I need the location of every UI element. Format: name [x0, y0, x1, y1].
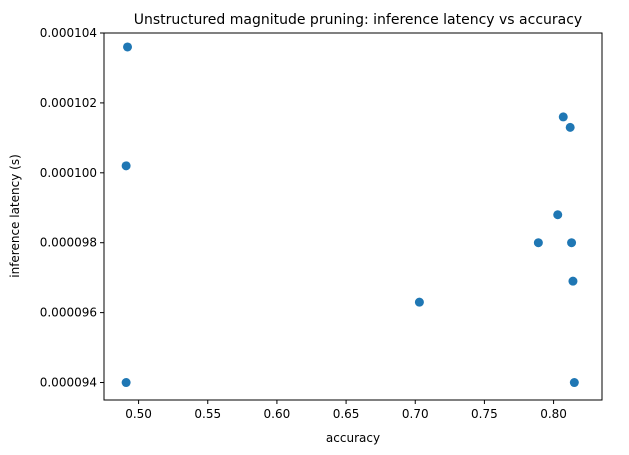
x-tick-label: 0.70: [402, 407, 429, 421]
x-tick-label: 0.55: [194, 407, 221, 421]
y-tick-label: 0.000100: [40, 166, 97, 180]
data-point: [558, 112, 568, 122]
x-tick-label: 0.50: [125, 407, 152, 421]
data-point: [567, 238, 577, 248]
x-axis-label: accuracy: [326, 431, 380, 445]
y-tick-label: 0.000096: [40, 306, 97, 320]
data-point: [414, 297, 424, 307]
data-point: [533, 238, 543, 248]
data-point: [121, 161, 131, 171]
y-axis-label: inference latency (s): [8, 154, 22, 278]
y-tick-label: 0.000098: [40, 236, 97, 250]
x-tick-label: 0.65: [333, 407, 360, 421]
data-point: [568, 276, 578, 286]
data-point: [569, 378, 579, 388]
data-point: [121, 378, 131, 388]
y-axis: 0.000094 0.000096 0.000098 0.000100 0.000102…: [40, 26, 104, 390]
x-tick-label: 0.75: [471, 407, 498, 421]
plot-frame: [103, 32, 603, 401]
data-point: [553, 210, 563, 220]
data-point: [123, 42, 133, 52]
chart-title: Unstructured magnitude pruning: inferenc…: [134, 12, 582, 28]
data-point: [565, 122, 575, 132]
x-axis: 0.50 0.55 0.60 0.65 0.70 0.75 0.80: [125, 400, 567, 421]
data-points: [121, 42, 579, 388]
x-tick-label: 0.80: [540, 407, 567, 421]
x-tick-label: 0.60: [264, 407, 291, 421]
y-tick-label: 0.000102: [40, 96, 97, 110]
y-tick-label: 0.000104: [40, 26, 97, 40]
y-tick-label: 0.000094: [40, 376, 97, 390]
